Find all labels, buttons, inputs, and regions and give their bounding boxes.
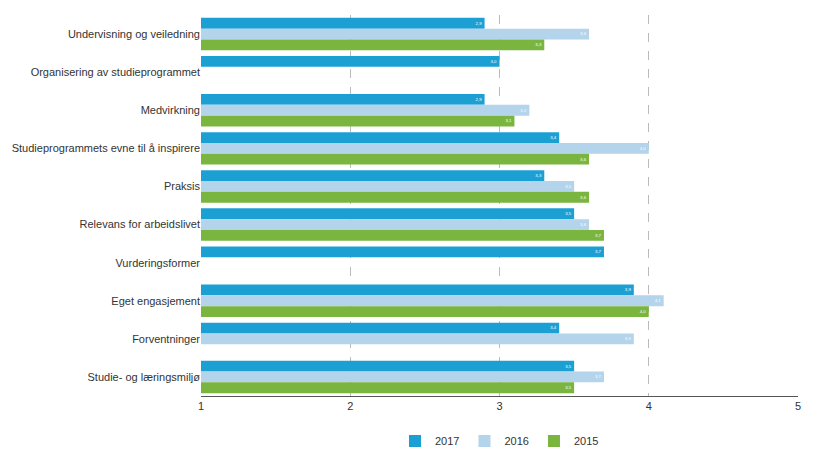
svg-text:3,5: 3,5 xyxy=(565,385,572,390)
svg-text:4,0: 4,0 xyxy=(640,309,647,314)
svg-text:Organisering av studieprogramm: Organisering av studieprogrammet xyxy=(31,66,200,78)
svg-text:Studieprogrammets evne til å i: Studieprogrammets evne til å inspirere xyxy=(12,142,200,154)
svg-text:3,4: 3,4 xyxy=(550,135,557,140)
svg-text:3,5: 3,5 xyxy=(565,211,572,216)
svg-text:3,1: 3,1 xyxy=(505,118,512,123)
svg-text:4,0: 4,0 xyxy=(640,146,647,151)
svg-text:3,6: 3,6 xyxy=(580,222,587,227)
svg-text:3: 3 xyxy=(496,400,502,412)
svg-text:3,4: 3,4 xyxy=(550,325,557,330)
svg-text:3,2: 3,2 xyxy=(520,108,527,113)
svg-text:3,6: 3,6 xyxy=(580,195,587,200)
svg-text:Studie- og læringsmiljø: Studie- og læringsmiljø xyxy=(88,371,201,383)
svg-text:3,9: 3,9 xyxy=(625,287,632,292)
svg-text:Praksis: Praksis xyxy=(164,180,201,192)
svg-text:2015: 2015 xyxy=(574,435,598,447)
svg-text:2,9: 2,9 xyxy=(476,21,483,26)
svg-text:3,3: 3,3 xyxy=(535,42,542,47)
svg-text:3,7: 3,7 xyxy=(595,233,602,238)
svg-text:3,3: 3,3 xyxy=(535,173,542,178)
svg-text:4,1: 4,1 xyxy=(655,298,662,303)
svg-text:3,5: 3,5 xyxy=(565,364,572,369)
svg-text:5: 5 xyxy=(795,400,801,412)
svg-text:Relevans for arbeidslivet: Relevans for arbeidslivet xyxy=(80,218,200,230)
svg-text:1: 1 xyxy=(198,400,204,412)
svg-text:Eget engasjement: Eget engasjement xyxy=(111,295,200,307)
svg-text:3,0: 3,0 xyxy=(491,59,498,64)
svg-text:2016: 2016 xyxy=(504,435,528,447)
svg-text:2: 2 xyxy=(347,400,353,412)
svg-text:2,9: 2,9 xyxy=(476,97,483,102)
svg-text:Vurderingsformer: Vurderingsformer xyxy=(115,257,200,269)
svg-text:3,5: 3,5 xyxy=(565,184,572,189)
svg-text:3,6: 3,6 xyxy=(580,157,587,162)
svg-text:3,7: 3,7 xyxy=(595,374,602,379)
svg-text:Undervisning og veiledning: Undervisning og veiledning xyxy=(68,28,200,40)
svg-text:3,6: 3,6 xyxy=(580,31,587,36)
svg-text:3,9: 3,9 xyxy=(625,336,632,341)
svg-text:2017: 2017 xyxy=(435,435,459,447)
svg-text:Medvirkning: Medvirkning xyxy=(141,104,200,116)
svg-text:Forventninger: Forventninger xyxy=(132,333,200,345)
svg-text:4: 4 xyxy=(646,400,652,412)
svg-text:3,7: 3,7 xyxy=(595,249,602,254)
